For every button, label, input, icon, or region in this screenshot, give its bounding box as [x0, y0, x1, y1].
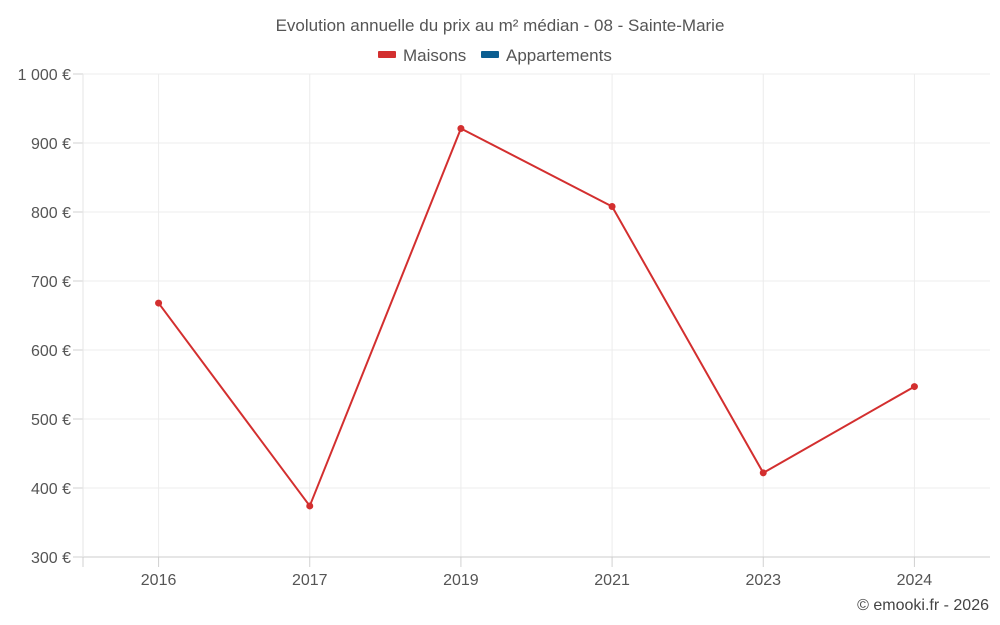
legend[interactable]: Maisons Appartements	[378, 46, 612, 65]
chart-title: Evolution annuelle du prix au m² médian …	[276, 16, 725, 35]
credit-text[interactable]: © emooki.fr - 2026	[857, 597, 989, 614]
data-point-maisons[interactable]	[155, 299, 163, 307]
x-axis-tick-labels: 2016 2017 2019 2021 2023 2024	[141, 572, 933, 589]
y-tick-label: 900 €	[31, 136, 71, 153]
legend-item-maisons[interactable]: Maisons	[378, 46, 466, 65]
legend-swatch-maisons	[378, 51, 396, 58]
x-tick-label: 2017	[292, 572, 328, 589]
legend-item-appartements[interactable]: Appartements	[481, 46, 612, 65]
axes	[73, 73, 990, 567]
legend-label-appartements: Appartements	[506, 46, 612, 65]
data-point-maisons[interactable]	[608, 202, 616, 210]
y-tick-label: 500 €	[31, 412, 71, 429]
x-tick-label: 2016	[141, 572, 177, 589]
legend-label-maisons: Maisons	[403, 46, 466, 65]
x-tick-label: 2019	[443, 572, 479, 589]
y-tick-label: 600 €	[31, 343, 71, 360]
data-point-maisons[interactable]	[910, 383, 918, 391]
data-point-maisons[interactable]	[457, 125, 465, 133]
y-tick-label: 800 €	[31, 205, 71, 222]
x-tick-label: 2021	[594, 572, 630, 589]
series-line-maisons	[157, 127, 915, 507]
x-tick-label: 2024	[897, 572, 933, 589]
grid-lines	[83, 73, 990, 557]
y-tick-label: 700 €	[31, 274, 71, 291]
y-axis-tick-labels: 300 € 400 € 500 € 600 € 700 € 800 € 900 € 1 000…	[18, 67, 71, 567]
y-tick-label: 300 €	[31, 550, 71, 567]
y-tick-label: 400 €	[31, 481, 71, 498]
series-lines	[155, 125, 918, 510]
data-point-maisons[interactable]	[306, 502, 314, 510]
x-tick-label: 2023	[745, 572, 781, 589]
y-tick-label: 1 000 €	[18, 67, 71, 84]
legend-swatch-appartements	[481, 51, 499, 58]
data-point-maisons[interactable]	[759, 469, 767, 477]
